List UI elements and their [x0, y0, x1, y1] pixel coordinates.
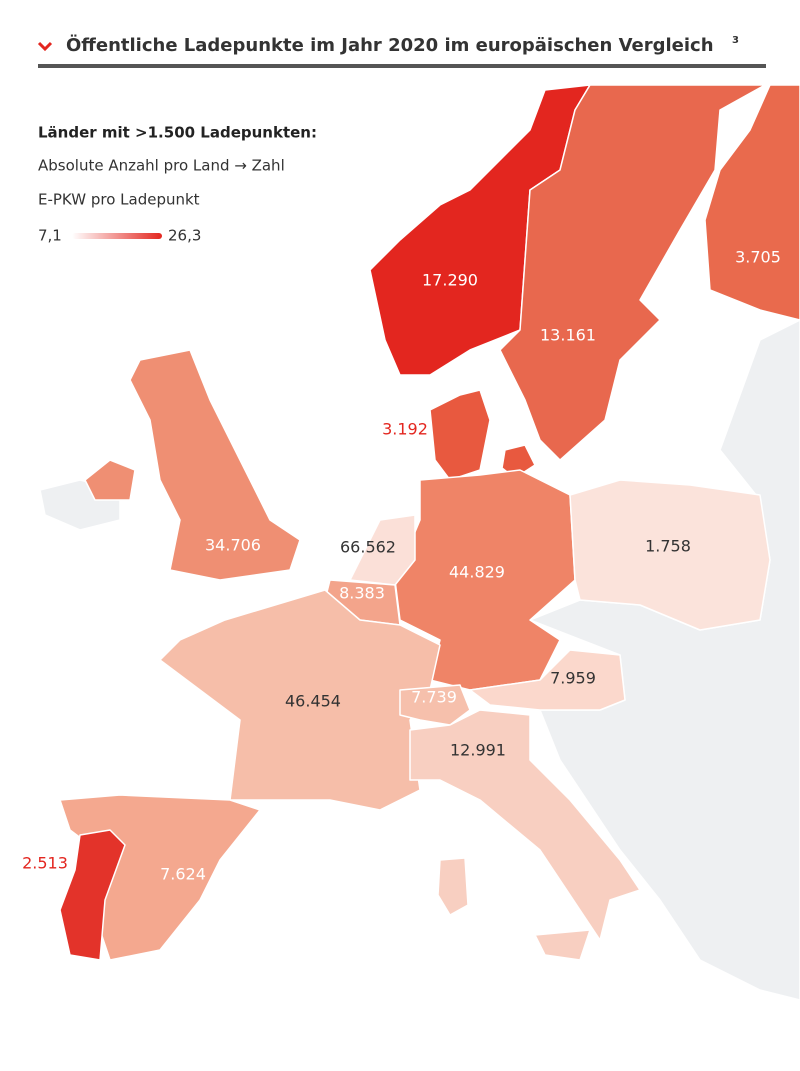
country-label: 3.705 — [735, 248, 781, 267]
legend-max: 26,3 — [168, 227, 201, 245]
denmark — [429, 389, 491, 481]
country-label: 17.290 — [422, 271, 478, 290]
uk — [129, 349, 301, 581]
country-label: 3.192 — [382, 420, 428, 439]
country-label: 34.706 — [205, 536, 261, 555]
country-label: 1.758 — [645, 537, 691, 556]
country-label: 7.959 — [550, 669, 596, 688]
sicily — [534, 929, 591, 961]
country-label: 44.829 — [449, 563, 505, 582]
country-label: 12.991 — [450, 741, 506, 760]
country-label: 7.624 — [160, 865, 206, 884]
legend-line: E-PKW pro Ladepunkt — [38, 191, 200, 209]
legend-heading: Länder mit >1.500 Ladepunkten: — [38, 124, 317, 142]
finland — [704, 84, 800, 321]
portugal — [59, 829, 126, 961]
italy — [409, 709, 641, 941]
country-label: 2.513 — [22, 854, 68, 873]
legend-line: Absolute Anzahl pro Land → Zahl — [38, 157, 285, 175]
france — [159, 589, 441, 811]
country-label: 46.454 — [285, 692, 341, 711]
country-label: 13.161 — [540, 326, 596, 345]
sweden — [499, 84, 766, 461]
chevron — [37, 41, 53, 52]
country-label: 66.562 — [340, 538, 396, 557]
country-label: 8.383 — [339, 584, 385, 603]
title-rule — [38, 64, 766, 68]
austria — [469, 649, 626, 711]
map — [39, 84, 800, 1001]
legend-gradient — [72, 233, 162, 239]
country-label: 7.739 — [411, 688, 457, 707]
ireland — [84, 459, 136, 501]
sardinia — [437, 857, 469, 916]
poland — [569, 479, 771, 631]
footnote: 3 — [732, 35, 739, 46]
title: Öffentliche Ladepunkte im Jahr 2020 im e… — [66, 34, 714, 56]
legend-min: 7,1 — [38, 227, 62, 245]
denmark-island — [501, 444, 536, 479]
